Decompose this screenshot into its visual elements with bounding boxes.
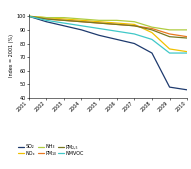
- NH₃: [168, 29, 171, 31]
- NOₓ: [116, 22, 118, 24]
- SO₂: [133, 42, 135, 44]
- NMVOC: [80, 25, 83, 27]
- SO₂: [28, 15, 30, 17]
- PM₁₀: [186, 36, 188, 38]
- NMVOC: [28, 15, 30, 17]
- PM₁₀: [151, 28, 153, 30]
- SO₂: [80, 29, 83, 31]
- PM₂,₅: [151, 29, 153, 31]
- NOₓ: [186, 51, 188, 53]
- Y-axis label: Index = 2001 (%): Index = 2001 (%): [9, 34, 14, 77]
- NOₓ: [98, 21, 100, 23]
- Line: NOₓ: NOₓ: [29, 16, 187, 52]
- NOₓ: [168, 48, 171, 50]
- PM₂,₅: [168, 36, 171, 38]
- PM₁₀: [133, 25, 135, 27]
- NH₃: [116, 19, 118, 21]
- PM₂,₅: [80, 21, 83, 23]
- NMVOC: [116, 30, 118, 32]
- PM₂,₅: [98, 22, 100, 24]
- NH₃: [98, 19, 100, 21]
- NOₓ: [63, 18, 65, 20]
- PM₁₀: [45, 18, 47, 20]
- SO₂: [186, 89, 188, 91]
- SO₂: [45, 21, 47, 23]
- PM₁₀: [116, 23, 118, 26]
- NMVOC: [45, 19, 47, 21]
- NH₃: [186, 29, 188, 31]
- NMVOC: [151, 38, 153, 40]
- Legend: SO₂, NOₓ, NH₃, PM₁₀, PM₂,₅, NMVOC: SO₂, NOₓ, NH₃, PM₁₀, PM₂,₅, NMVOC: [18, 144, 84, 156]
- NOₓ: [133, 23, 135, 26]
- PM₁₀: [168, 33, 171, 35]
- SO₂: [168, 86, 171, 88]
- PM₂,₅: [186, 37, 188, 39]
- NOₓ: [45, 17, 47, 19]
- Line: PM₁₀: PM₁₀: [29, 16, 187, 37]
- SO₂: [98, 34, 100, 36]
- NH₃: [45, 17, 47, 19]
- SO₂: [63, 25, 65, 27]
- PM₂,₅: [28, 15, 30, 17]
- Line: NMVOC: NMVOC: [29, 16, 187, 53]
- NOₓ: [28, 15, 30, 17]
- PM₁₀: [98, 22, 100, 24]
- SO₂: [151, 52, 153, 54]
- NOₓ: [80, 19, 83, 21]
- NH₃: [80, 18, 83, 20]
- NH₃: [63, 17, 65, 19]
- SO₂: [116, 38, 118, 40]
- Line: PM₂,₅: PM₂,₅: [29, 16, 187, 38]
- Line: SO₂: SO₂: [29, 16, 187, 90]
- NMVOC: [63, 22, 65, 24]
- Line: NH₃: NH₃: [29, 16, 187, 30]
- NMVOC: [98, 28, 100, 30]
- NOₓ: [151, 32, 153, 34]
- PM₂,₅: [116, 23, 118, 26]
- PM₁₀: [28, 15, 30, 17]
- NMVOC: [133, 33, 135, 35]
- NH₃: [28, 15, 30, 17]
- PM₂,₅: [133, 25, 135, 27]
- NMVOC: [186, 52, 188, 54]
- PM₂,₅: [63, 19, 65, 21]
- NH₃: [133, 21, 135, 23]
- NH₃: [151, 26, 153, 28]
- PM₂,₅: [45, 18, 47, 20]
- PM₁₀: [63, 19, 65, 21]
- NMVOC: [168, 52, 171, 54]
- PM₁₀: [80, 21, 83, 23]
